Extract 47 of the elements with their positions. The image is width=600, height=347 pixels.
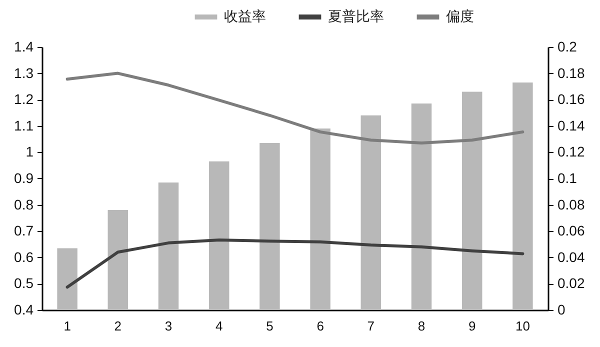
x-tick-label: 2 xyxy=(114,318,122,334)
y-tick-label: 0.7 xyxy=(14,222,34,239)
line-series xyxy=(66,238,524,289)
x-tick-label: 8 xyxy=(418,318,426,334)
bar xyxy=(360,115,382,310)
bar xyxy=(57,248,78,310)
bar xyxy=(158,182,179,310)
bar xyxy=(411,104,432,310)
y-tick-label: 1.2 xyxy=(14,91,34,108)
x-tick-label: 9 xyxy=(468,318,476,334)
legend-label: 收益率 xyxy=(224,8,266,24)
y-tick-label: 1.4 xyxy=(14,38,34,54)
y2-tick-label: 0.16 xyxy=(558,91,585,108)
y-tick-label: 0.4 xyxy=(14,302,34,318)
y-tick-label: 0.5 xyxy=(14,275,34,292)
y2-tick-label: 0.12 xyxy=(558,144,585,160)
bar xyxy=(108,210,128,310)
x-tick-label: 5 xyxy=(266,318,274,334)
x-tick-label: 6 xyxy=(316,318,324,334)
x-tick-label: 10 xyxy=(515,318,530,334)
bar xyxy=(260,142,280,310)
bar xyxy=(310,128,330,310)
bar xyxy=(462,92,482,310)
x-tick-label: 3 xyxy=(164,318,172,334)
legend-label: 偏度 xyxy=(446,8,474,24)
y2-tick-label: 0.18 xyxy=(558,64,585,81)
y-tick-label: 0.9 xyxy=(14,170,34,186)
bar xyxy=(208,161,230,310)
x-tick-label: 7 xyxy=(367,318,375,334)
bar xyxy=(512,82,533,310)
y-tick-label: 1.3 xyxy=(14,64,34,81)
x-tick-label: 4 xyxy=(215,318,223,334)
y-tick-label: 0.6 xyxy=(14,248,34,265)
y2-tick-label: 0.02 xyxy=(558,275,585,292)
y2-tick-label: 0.06 xyxy=(558,222,585,239)
y2-tick-label: 0.08 xyxy=(558,196,585,212)
y2-tick-label: 0.1 xyxy=(558,170,578,186)
y-tick-label: 1 xyxy=(26,144,34,160)
y-tick-label: 1.1 xyxy=(14,117,34,134)
y2-tick-label: 0.04 xyxy=(558,248,585,265)
y2-tick-label: 0 xyxy=(558,302,566,318)
y2-tick-label: 0.2 xyxy=(558,38,578,54)
line-series xyxy=(66,72,524,144)
y-tick-label: 0.8 xyxy=(14,196,34,212)
legend-label: 夏普比率 xyxy=(328,8,384,24)
y2-tick-label: 0.14 xyxy=(558,117,585,134)
x-tick-label: 1 xyxy=(64,318,71,334)
